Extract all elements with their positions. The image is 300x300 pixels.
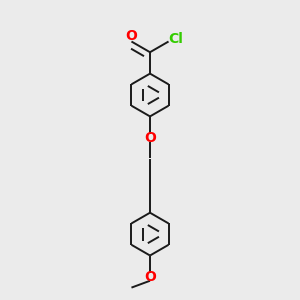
Text: O: O [144,270,156,284]
Text: O: O [144,131,156,145]
Text: O: O [125,29,137,43]
Text: Cl: Cl [169,32,184,46]
